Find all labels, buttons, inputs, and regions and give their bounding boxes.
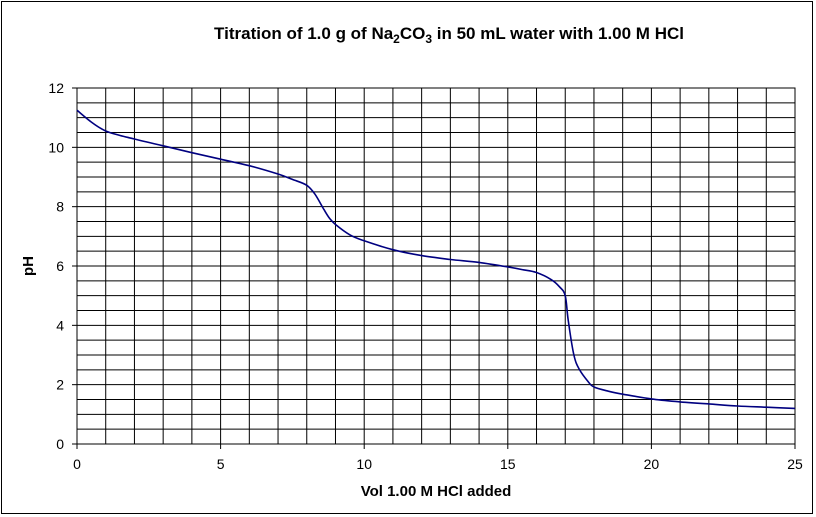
- y-axis-label: pH: [20, 256, 37, 276]
- chart-title: Titration of 1.0 g of Na2CO3 in 50 mL wa…: [214, 24, 684, 46]
- x-tick-label: 5: [217, 456, 225, 472]
- y-tick-label: 10: [48, 139, 64, 155]
- x-axis-ticks: 0 5 10 15 20 25: [73, 444, 803, 472]
- y-axis-ticks: 0 2 4 6 8 10 12: [48, 80, 77, 452]
- x-tick-label: 10: [356, 456, 372, 472]
- x-tick-label: 15: [500, 456, 516, 472]
- x-tick-label: 25: [787, 456, 803, 472]
- x-tick-label: 20: [644, 456, 660, 472]
- x-tick-label: 0: [73, 456, 81, 472]
- grid: [76, 87, 796, 445]
- titration-curve: [76, 109, 796, 410]
- y-tick-label: 6: [56, 258, 64, 274]
- y-tick-label: 0: [56, 436, 64, 452]
- y-tick-label: 8: [56, 199, 64, 215]
- y-tick-label: 4: [56, 317, 64, 333]
- y-tick-label: 2: [56, 377, 64, 393]
- y-tick-label: 12: [48, 80, 64, 96]
- x-axis-label: Vol 1.00 M HCl added: [361, 483, 512, 500]
